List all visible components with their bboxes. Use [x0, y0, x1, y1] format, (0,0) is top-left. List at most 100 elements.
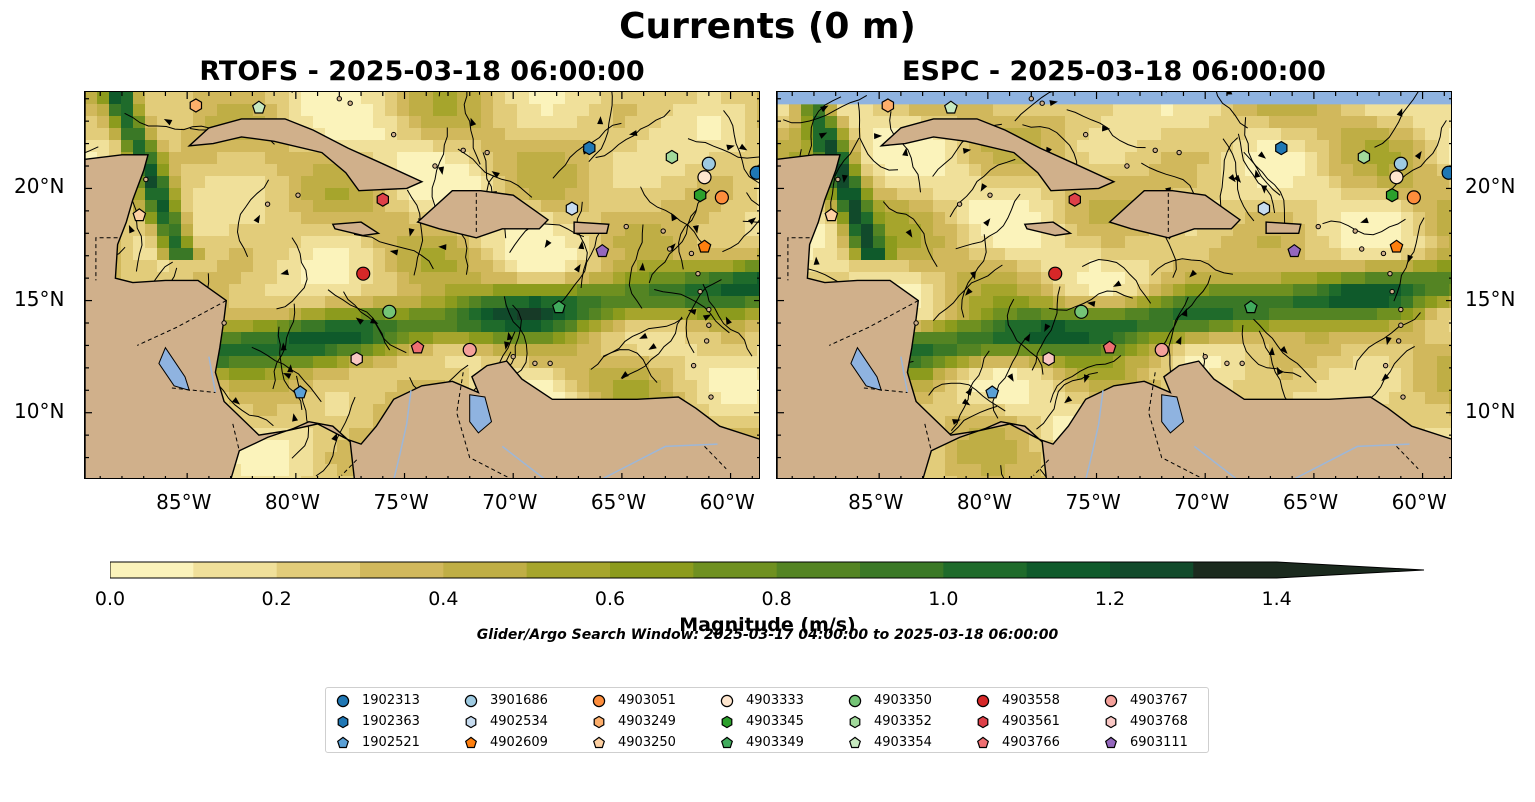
x-tick-label: 85°W	[156, 490, 212, 514]
x-tick-label: 65°W	[590, 490, 647, 514]
land-polygon	[879, 118, 1116, 192]
legend-item: 4903345	[710, 711, 836, 732]
panel-title-espc: ESPC - 2025-03-18 06:00:00	[902, 56, 1326, 87]
border	[787, 237, 810, 281]
float-legend: 1902313 1902363 1902521 3901686 4902534 49026…	[325, 687, 1209, 753]
colorbar-segment	[610, 562, 694, 578]
island	[1039, 100, 1045, 106]
island	[1352, 228, 1358, 234]
float-marker-4903051	[714, 190, 729, 205]
legend-marker-4903250	[592, 736, 606, 748]
legend-label: 1902313	[362, 693, 420, 708]
float-marker-4902609	[697, 239, 712, 253]
float-marker-3901686	[701, 156, 716, 171]
island	[1359, 246, 1365, 252]
float-marker-1902363	[1275, 140, 1288, 156]
land-polygon	[416, 190, 550, 239]
colorbar-tick-label: 1.2	[1094, 588, 1126, 610]
x-tick-label: 60°W	[699, 490, 755, 514]
legend-label: 1902363	[362, 714, 420, 729]
legend-label: 3901686	[490, 693, 548, 708]
island	[264, 201, 271, 207]
island	[688, 250, 695, 257]
island	[1398, 306, 1404, 313]
frame-ticks	[777, 92, 1451, 478]
float-marker-4903250	[132, 208, 147, 222]
y-tick-label: 10°N	[1465, 398, 1516, 423]
colorbar-segment	[443, 562, 528, 578]
float-marker-4903767	[462, 342, 477, 358]
legend-label: 4903345	[746, 714, 804, 729]
rtofs-map	[85, 92, 759, 478]
island	[510, 353, 516, 360]
legend-marker-4903767	[1104, 694, 1118, 707]
island	[1389, 288, 1395, 295]
island	[1315, 223, 1321, 230]
legend-item: 4902534	[454, 711, 580, 732]
land-polygon	[777, 92, 1451, 478]
river	[1085, 390, 1104, 478]
colorbar-segment	[360, 562, 444, 578]
colorbar-segment	[943, 562, 1028, 578]
float-marker-4903766	[410, 340, 425, 354]
legend-item: 1902313	[326, 690, 452, 711]
lake	[1161, 394, 1185, 434]
border	[136, 300, 227, 346]
float-marker-4903561	[1068, 192, 1081, 207]
float-marker-3901686	[1393, 156, 1408, 171]
float-marker-4903354	[943, 100, 958, 114]
colorbar-segment	[526, 562, 611, 578]
island	[1398, 322, 1404, 328]
border	[863, 387, 908, 393]
island	[695, 270, 701, 277]
float-marker-1902521	[985, 385, 1000, 399]
border	[704, 446, 727, 470]
x-tick-label: 85°W	[848, 490, 904, 514]
legend-label: 4903767	[1130, 693, 1188, 708]
river	[602, 443, 718, 478]
island	[1395, 338, 1402, 344]
legend-column: 4903767 4903768 6903111	[1094, 690, 1220, 753]
x-tick-label: 70°W	[1174, 490, 1230, 514]
float-marker-4903345	[1385, 188, 1399, 203]
float-marker-6903111	[1287, 243, 1302, 258]
island	[532, 360, 538, 367]
border	[1148, 372, 1203, 478]
legend-item: 4903250	[582, 732, 708, 753]
frame-ticks	[85, 92, 759, 478]
colorbar-outline	[109, 561, 1425, 579]
island	[1400, 394, 1406, 400]
float-marker-1902363	[583, 140, 596, 156]
legend-marker-4903350	[848, 694, 862, 707]
x-tick-label: 60°W	[1391, 490, 1447, 514]
island	[336, 96, 343, 102]
colorbar-segment	[1110, 562, 1194, 578]
legend-item: 4903354	[838, 732, 964, 753]
legend-item: 6903111	[1094, 732, 1220, 753]
legend-item: 3901686	[454, 690, 580, 711]
y-tick-label: 15°N	[14, 286, 65, 311]
island	[956, 201, 963, 207]
panel-title-rtofs: RTOFS - 2025-03-18 06:00:00	[199, 56, 645, 87]
colorbar-extend-arrow	[1193, 562, 1424, 578]
island	[690, 362, 697, 369]
float-marker-4903558	[1048, 266, 1063, 281]
map-panel-espc[interactable]	[776, 91, 1452, 479]
border	[456, 372, 511, 478]
search-window-note: Glider/Argo Search Window: 2025-03-17 04…	[476, 627, 1059, 643]
colorbar-tick-label: 0.2	[261, 588, 292, 610]
colorbar-gradient	[109, 561, 1425, 579]
island	[1202, 353, 1208, 360]
land-polygon	[1108, 190, 1242, 239]
legend-marker-4903333	[720, 694, 734, 707]
island	[221, 320, 227, 326]
map-panel-rtofs[interactable]	[84, 91, 760, 479]
legend-item: 4903768	[1094, 711, 1220, 732]
river	[208, 356, 217, 393]
float-marker-1902313	[1441, 165, 1451, 180]
legend-column: 4903333 4903345 4903349	[710, 690, 836, 753]
legend-label: 4902534	[490, 714, 548, 729]
land-polygon	[1023, 221, 1073, 237]
island	[1224, 360, 1230, 367]
y-tick-label: 10°N	[14, 398, 65, 423]
